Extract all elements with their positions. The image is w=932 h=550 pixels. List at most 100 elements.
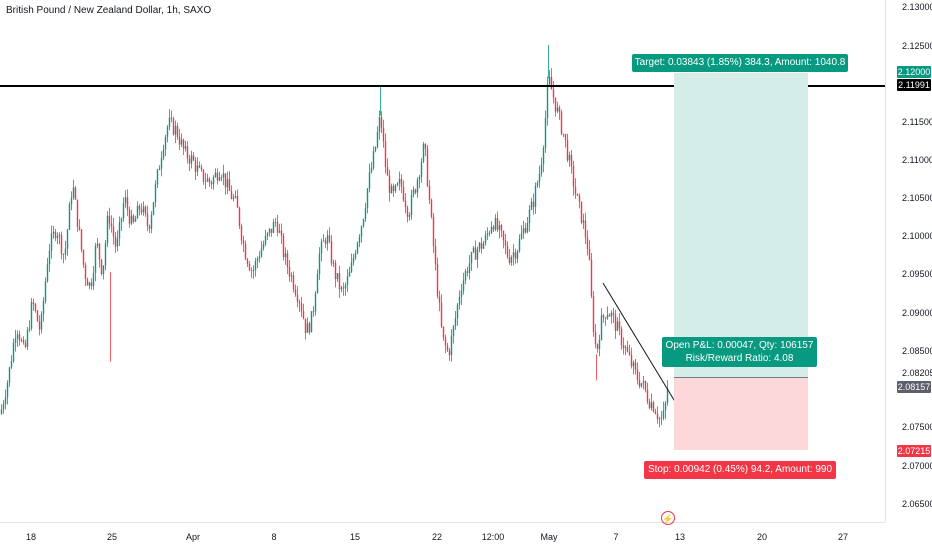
candle-body	[78, 226, 81, 230]
candle-body	[622, 345, 625, 349]
candle-body	[116, 238, 119, 247]
candle-body	[580, 201, 583, 223]
candle-body	[22, 340, 25, 343]
candle-body	[104, 243, 107, 266]
candle-body	[654, 411, 657, 414]
candle-body	[342, 287, 345, 289]
candle-body	[428, 186, 431, 201]
candle-body	[138, 205, 141, 210]
candle-body	[328, 235, 331, 242]
target-price-tag: 2.12000	[897, 66, 931, 78]
candle-body	[474, 247, 477, 260]
trendline[interactable]	[602, 282, 689, 424]
candle-body	[258, 256, 261, 259]
candle-body	[368, 172, 371, 189]
candle-body	[554, 97, 557, 112]
time-axis[interactable]: 18 25 Apr 8 15 22 12:00 May 7 13 20 27	[0, 522, 885, 550]
time-tick: May	[540, 532, 558, 542]
candle-body	[540, 164, 543, 174]
candle-body	[84, 264, 87, 280]
price-axis[interactable]: 2.13000 2.12500 2.11500 2.11000 2.10500 …	[885, 0, 932, 522]
candle-body	[186, 146, 189, 159]
candle-body	[620, 328, 623, 346]
candle-body	[506, 245, 509, 257]
candle-body	[496, 218, 499, 230]
candle-body	[504, 240, 507, 246]
candle-body	[420, 161, 423, 177]
candle-body	[266, 233, 269, 236]
candle-body	[626, 347, 629, 352]
candle-body	[206, 178, 209, 182]
candle-body	[536, 182, 539, 186]
candle-body	[616, 321, 619, 331]
candle-body	[284, 253, 287, 258]
candle-body	[2, 404, 5, 410]
target-zone[interactable]	[674, 73, 808, 378]
time-tick: 13	[674, 532, 686, 542]
candle-body	[154, 184, 157, 203]
candle-body	[306, 323, 309, 333]
candle-body	[510, 256, 513, 263]
candle-body	[488, 232, 491, 234]
candle-body	[636, 369, 639, 381]
stop-zone[interactable]	[674, 378, 808, 450]
chart-pane[interactable]: British Pound / New Zealand Dollar, 1h, …	[0, 0, 885, 522]
candle-body	[94, 245, 97, 273]
candle-body	[224, 173, 227, 188]
candle-body	[558, 107, 561, 112]
candle-body	[374, 146, 377, 152]
candle-body	[418, 176, 421, 180]
price-tick: 2.09500	[902, 269, 932, 279]
candle-body	[102, 265, 105, 275]
candle-body	[80, 229, 83, 250]
candle-body	[480, 242, 483, 249]
candle-body	[38, 321, 41, 330]
candle-body	[188, 158, 191, 164]
candle-body	[408, 215, 411, 217]
candle-body	[86, 279, 89, 286]
lightning-icon[interactable]: ⚡	[661, 511, 675, 525]
risk-reward-text: Risk/Reward Ratio: 4.08	[685, 353, 794, 364]
candle-body	[66, 229, 69, 249]
candle-body	[560, 111, 563, 134]
candle-body	[64, 248, 67, 255]
candle-body	[128, 209, 131, 224]
candle-body	[148, 226, 151, 229]
candle-body	[230, 190, 233, 199]
candle-body	[542, 147, 545, 165]
candle-body	[122, 203, 125, 219]
candle-body	[16, 334, 19, 339]
pnl-label[interactable]: Open P&L: 0.00047, Qty: 106157 Risk/Rewa…	[662, 337, 817, 367]
candle-body	[482, 243, 485, 249]
candle-body	[552, 89, 555, 98]
candle-body	[644, 381, 647, 391]
candle-body	[648, 401, 651, 409]
candlestick-chart[interactable]	[0, 0, 885, 522]
candle-body	[656, 413, 659, 420]
target-label[interactable]: Target: 0.03843 (1.85%) 384.3, Amount: 1…	[632, 54, 848, 72]
candle-body	[324, 240, 327, 244]
price-tick: 2.13000	[902, 2, 932, 12]
candle-body	[210, 182, 213, 185]
candle-body	[252, 270, 255, 271]
candle-body	[512, 252, 515, 257]
stop-label[interactable]: Stop: 0.00942 (0.45%) 94.2, Amount: 990	[644, 461, 836, 479]
candle-body	[596, 344, 599, 349]
candle-body	[314, 293, 317, 312]
candle-body	[662, 410, 665, 418]
candle-body	[470, 252, 473, 264]
candle-body	[48, 250, 51, 265]
candle-body	[226, 179, 229, 188]
candle-body	[8, 367, 11, 383]
candle-body	[640, 383, 643, 387]
candle-body	[466, 271, 469, 273]
candle-body	[398, 178, 401, 184]
candle-body	[200, 167, 203, 170]
candle-body	[660, 417, 663, 419]
candle-body	[442, 326, 445, 338]
candle-body	[14, 338, 17, 343]
price-tick: 2.09000	[902, 308, 932, 318]
candle-body	[212, 177, 215, 185]
candle-body	[516, 251, 519, 259]
candle-body	[150, 214, 153, 229]
